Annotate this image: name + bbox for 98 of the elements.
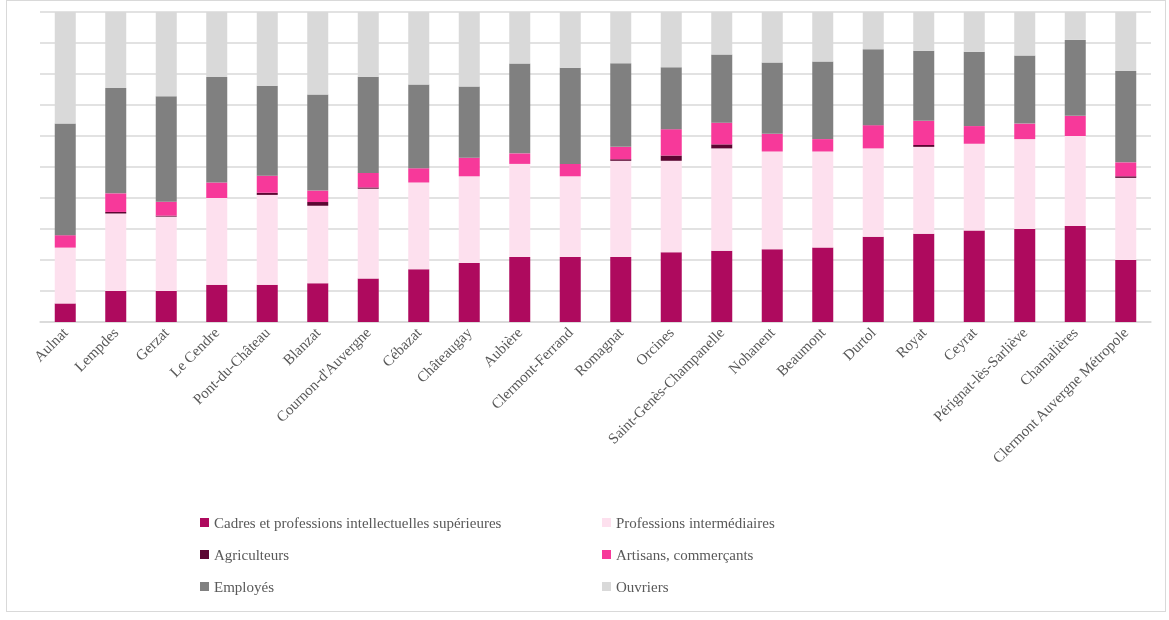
bar bbox=[660, 129, 682, 156]
bar bbox=[1115, 177, 1137, 260]
bar bbox=[963, 143, 985, 231]
bar bbox=[357, 172, 379, 188]
bar bbox=[913, 50, 935, 121]
bar bbox=[862, 49, 884, 126]
bar bbox=[660, 160, 682, 253]
bar bbox=[105, 87, 127, 194]
bar bbox=[408, 269, 430, 322]
bar bbox=[913, 146, 935, 234]
bar bbox=[256, 85, 278, 176]
bar bbox=[1064, 115, 1086, 136]
bar bbox=[509, 163, 531, 257]
bar bbox=[610, 160, 632, 257]
legend-label: Agriculteurs bbox=[214, 546, 290, 563]
bar bbox=[761, 151, 783, 250]
bar bbox=[812, 61, 834, 140]
bar bbox=[509, 63, 531, 154]
bar bbox=[711, 250, 733, 322]
bar bbox=[54, 123, 76, 236]
bar bbox=[307, 202, 329, 206]
bar bbox=[559, 163, 581, 177]
bar bbox=[1014, 55, 1036, 124]
bar bbox=[357, 188, 379, 279]
bar bbox=[1064, 39, 1086, 116]
bar bbox=[610, 256, 632, 322]
bar bbox=[812, 151, 834, 248]
bar bbox=[913, 233, 935, 322]
bar bbox=[1064, 136, 1086, 226]
bar bbox=[660, 252, 682, 322]
bar bbox=[155, 291, 177, 322]
bar bbox=[812, 247, 834, 322]
bar bbox=[1014, 139, 1036, 229]
bar bbox=[54, 247, 76, 304]
bar bbox=[256, 192, 278, 195]
bar bbox=[711, 144, 733, 149]
bar bbox=[711, 148, 733, 251]
legend-label: Artisans, commerçants bbox=[616, 546, 754, 563]
bar bbox=[206, 182, 228, 198]
bar bbox=[963, 51, 985, 127]
bar bbox=[307, 283, 329, 322]
bar bbox=[610, 63, 632, 147]
bar bbox=[105, 193, 127, 212]
bar bbox=[105, 291, 127, 322]
bar bbox=[1064, 225, 1086, 322]
bar bbox=[54, 303, 76, 322]
bar bbox=[862, 236, 884, 322]
bar bbox=[1115, 70, 1137, 163]
bar bbox=[1014, 229, 1036, 322]
bar bbox=[862, 148, 884, 237]
bar bbox=[610, 146, 632, 160]
bar bbox=[307, 205, 329, 284]
bar bbox=[761, 62, 783, 134]
bar bbox=[812, 139, 834, 152]
bar bbox=[256, 194, 278, 285]
bar bbox=[1115, 260, 1137, 322]
bar bbox=[559, 67, 581, 164]
bar bbox=[307, 94, 329, 191]
bar bbox=[1115, 162, 1137, 177]
bar bbox=[458, 263, 480, 322]
bar bbox=[155, 216, 177, 291]
bar bbox=[307, 190, 329, 203]
bar bbox=[862, 125, 884, 149]
bar bbox=[660, 67, 682, 130]
bar bbox=[711, 54, 733, 123]
bar bbox=[711, 122, 733, 145]
bar bbox=[559, 176, 581, 257]
legend-label: Employés bbox=[214, 578, 275, 595]
bar bbox=[357, 278, 379, 322]
bar bbox=[509, 256, 531, 322]
bar bbox=[458, 157, 480, 177]
bar bbox=[963, 126, 985, 144]
legend-label: Cadres et professions intellectuelles supérieures bbox=[214, 514, 502, 531]
bar bbox=[408, 84, 430, 169]
bar bbox=[155, 201, 177, 216]
bar bbox=[408, 168, 430, 183]
bar bbox=[963, 230, 985, 322]
bar bbox=[1014, 123, 1036, 140]
bar bbox=[660, 155, 682, 161]
bar bbox=[761, 249, 783, 322]
bar bbox=[761, 133, 783, 152]
bar bbox=[105, 213, 127, 291]
bar bbox=[559, 256, 581, 322]
legend-label: Ouvriers bbox=[616, 578, 669, 595]
bar bbox=[206, 198, 228, 285]
bar bbox=[408, 182, 430, 270]
bar bbox=[357, 76, 379, 173]
legend-label: Professions intermédiaires bbox=[616, 514, 775, 531]
bar bbox=[54, 235, 76, 248]
bar bbox=[155, 96, 177, 202]
bar bbox=[458, 176, 480, 264]
bar bbox=[206, 284, 228, 322]
bar bbox=[509, 153, 531, 164]
bar bbox=[913, 120, 935, 145]
bar bbox=[458, 86, 480, 158]
bar bbox=[206, 77, 228, 183]
bar bbox=[256, 175, 278, 193]
bar bbox=[256, 284, 278, 322]
